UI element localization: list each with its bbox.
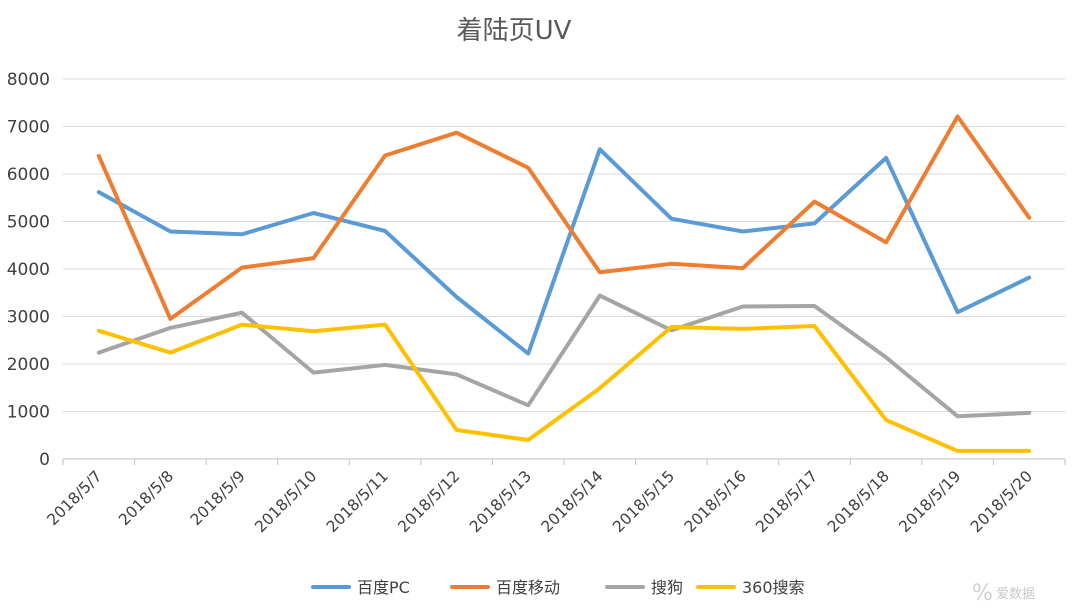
y-axis-ticks: 0 1000 2000 3000 4000 5000 6000 7000 8000 — [7, 70, 50, 470]
percent-logo-icon: % — [972, 581, 993, 606]
x-tick-label: 2018/5/7 — [44, 467, 106, 529]
x-tick-label: 2018/5/17 — [752, 467, 821, 536]
x-tick-label: 2018/5/11 — [323, 467, 392, 536]
legend-label: 360搜索 — [742, 578, 805, 597]
y-tick-label: 5000 — [7, 213, 50, 233]
series-line-0 — [96, 147, 1032, 356]
x-tick-label: 2018/5/16 — [681, 467, 750, 536]
legend-label: 百度移动 — [496, 578, 560, 597]
x-tick-label: 2018/5/19 — [896, 467, 965, 536]
gridlines — [62, 78, 1066, 465]
watermark-text: 爱数据 — [996, 587, 1035, 602]
y-tick-label: 3000 — [7, 308, 50, 328]
y-tick-label: 4000 — [7, 260, 50, 280]
x-axis-ticks: 2018/5/7 2018/5/8 2018/5/9 2018/5/10 2018/5/… — [44, 467, 1036, 536]
legend: 百度PC 百度移动 搜狗 360搜索 — [311, 578, 805, 597]
x-tick-label: 2018/5/9 — [187, 467, 249, 529]
legend-label: 百度PC — [357, 578, 410, 597]
series-line-2 — [96, 293, 1032, 419]
chart-title: 着陆页UV — [457, 16, 572, 46]
x-tick-label: 2018/5/13 — [466, 467, 535, 536]
series-line-1 — [96, 114, 1032, 321]
y-tick-label: 8000 — [7, 70, 50, 90]
legend-label: 搜狗 — [651, 578, 683, 597]
x-tick-label: 2018/5/12 — [395, 467, 464, 536]
series-lines — [96, 114, 1032, 453]
x-tick-label: 2018/5/8 — [115, 467, 177, 529]
watermark-logo: % 爱数据 — [972, 581, 1035, 606]
x-tick-label: 2018/5/14 — [538, 467, 607, 536]
x-tick-label: 2018/5/18 — [824, 467, 893, 536]
x-tick-label: 2018/5/20 — [967, 467, 1036, 536]
series-line-3 — [96, 322, 1032, 453]
x-tick-label: 2018/5/15 — [609, 467, 678, 536]
x-tick-label: 2018/5/10 — [251, 467, 320, 536]
y-tick-label: 7000 — [7, 118, 50, 138]
y-tick-label: 1000 — [7, 403, 50, 423]
y-tick-label: 6000 — [7, 165, 50, 185]
y-tick-label: 0 — [39, 450, 50, 470]
y-tick-label: 2000 — [7, 355, 50, 375]
